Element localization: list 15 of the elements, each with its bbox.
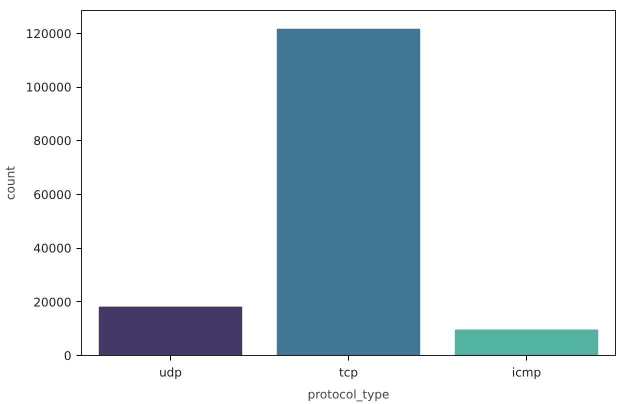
bar <box>276 28 420 356</box>
x-tick-label: icmp <box>512 366 542 380</box>
y-tick-label: 40000 <box>33 242 72 256</box>
x-tick-label: tcp <box>339 366 358 380</box>
y-axis-title: count <box>4 166 18 200</box>
y-tick-label: 100000 <box>26 80 72 95</box>
y-tick-label: 20000 <box>33 295 72 310</box>
y-tick-label: 60000 <box>33 188 72 202</box>
bar <box>98 306 242 356</box>
y-tick-label: 80000 <box>33 134 72 148</box>
x-axis-title: protocol_type <box>308 388 390 402</box>
bar <box>454 329 598 356</box>
y-tick-label: 120000 <box>26 26 72 41</box>
x-tick-label: udp <box>159 366 182 380</box>
y-tick-label: 0 <box>64 349 72 363</box>
